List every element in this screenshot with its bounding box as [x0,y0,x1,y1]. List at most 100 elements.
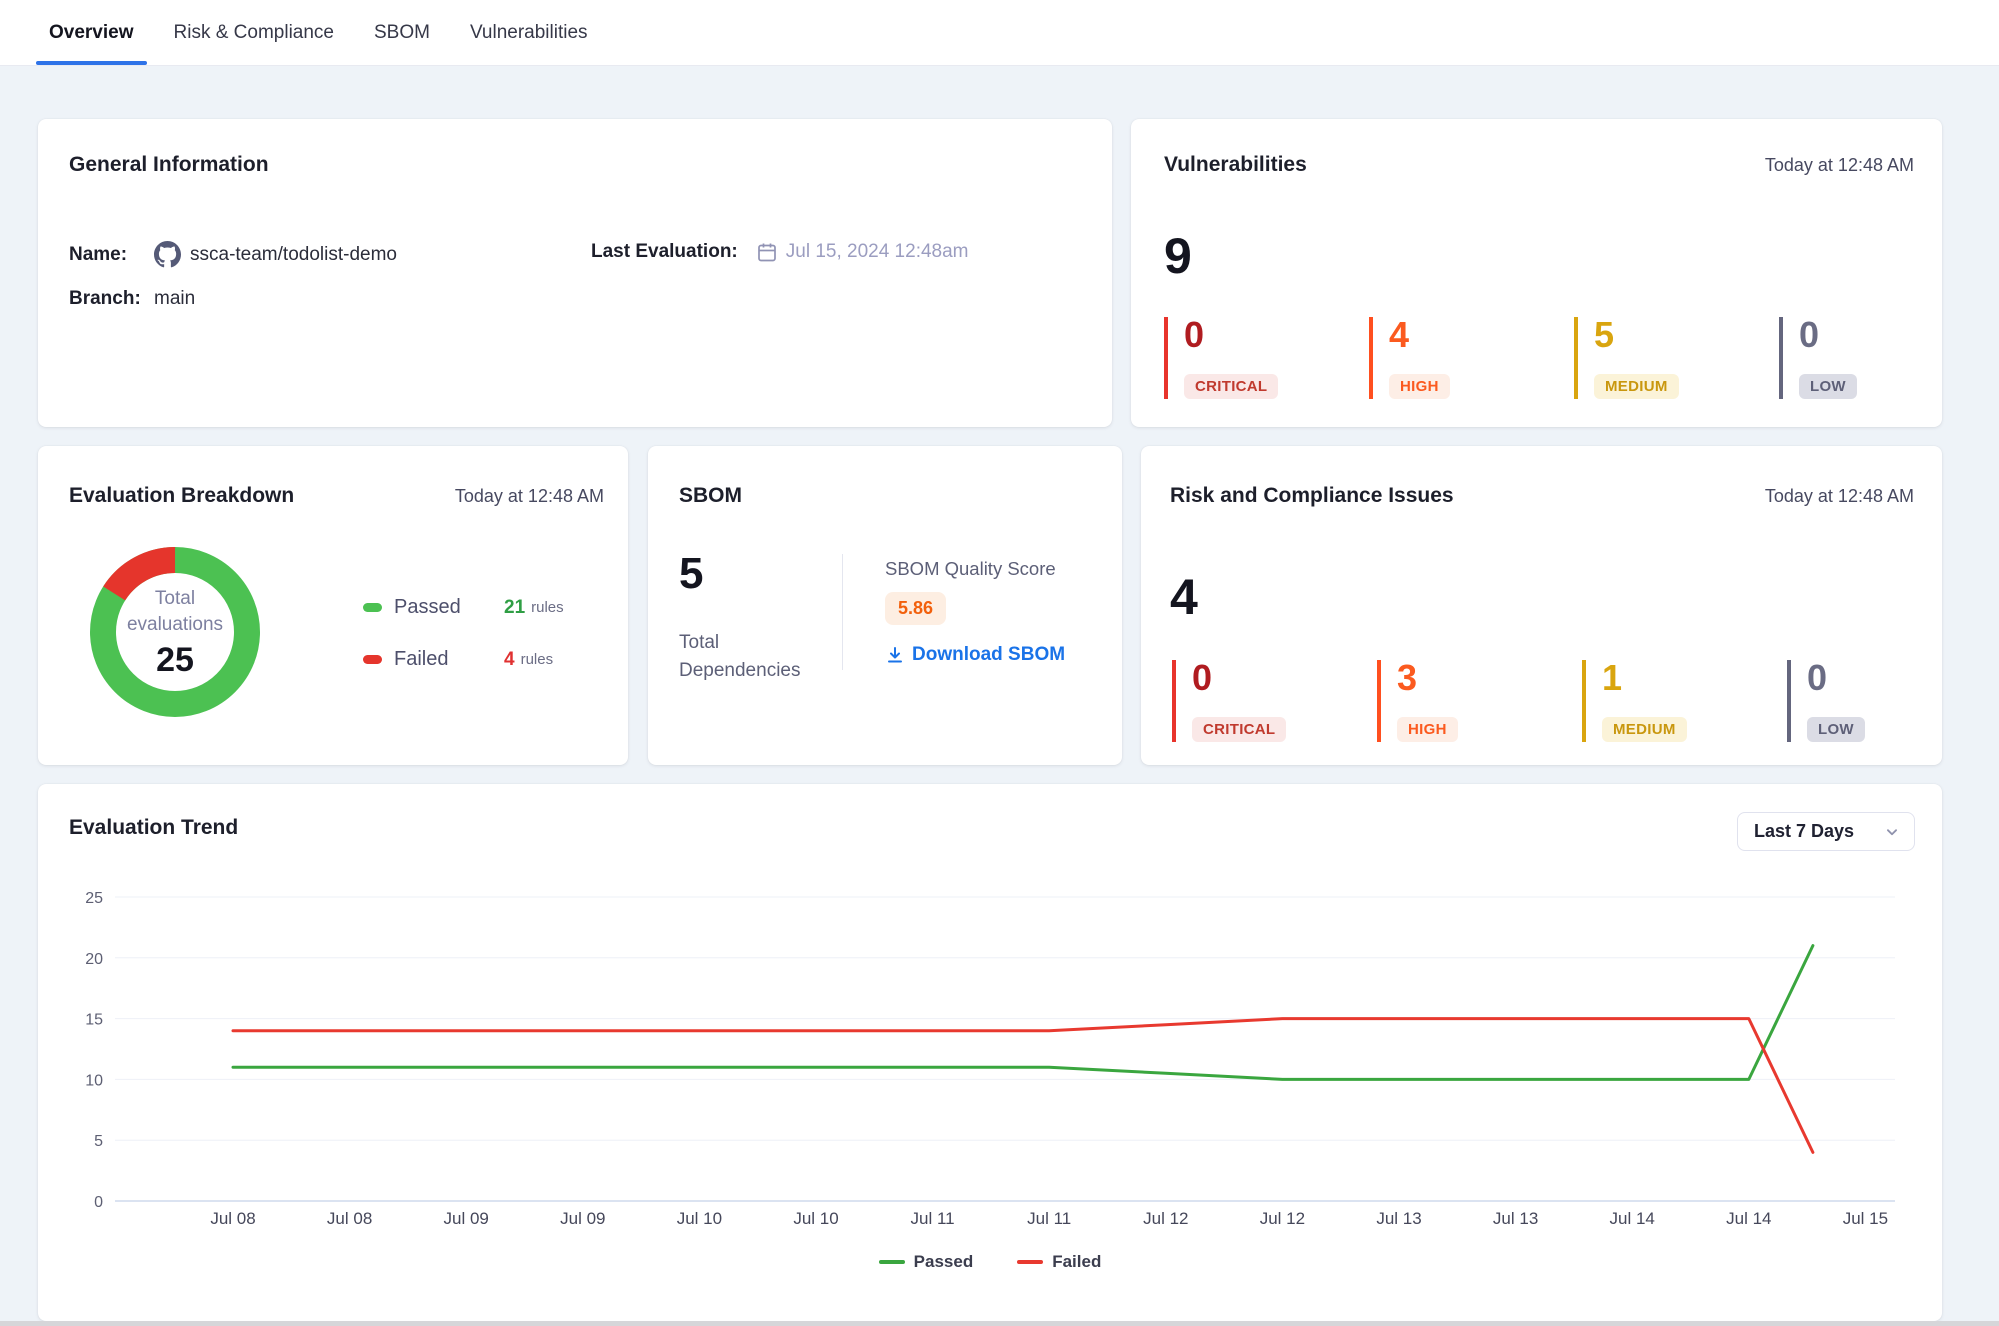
failed-legend-swatch [363,655,382,664]
y-tick-label: 10 [85,1072,103,1089]
name-label: Name: [69,244,154,266]
tab-vulnerabilities[interactable]: Vulnerabilities [457,0,601,65]
download-icon [885,645,905,665]
severity-tile-high: 4 HIGH [1369,317,1561,399]
y-tick-label: 15 [85,1012,103,1029]
x-tick-label: Jul 14 [1610,1209,1655,1228]
x-tick-label: Jul 15 [1843,1209,1888,1228]
severity-label-badge: LOW [1799,374,1857,399]
card-title: Evaluation Breakdown [69,484,294,508]
x-tick-label: Jul 12 [1260,1209,1305,1228]
card-general-information: General Information Name: ssca-team/todo… [38,119,1112,427]
trend-legend-failed: Failed [1017,1252,1101,1272]
legend-count: 21 [504,597,525,619]
card-timestamp: Today at 12:48 AM [455,486,604,507]
x-tick-label: Jul 11 [911,1209,955,1228]
x-tick-label: Jul 10 [677,1209,722,1228]
donut-center-label: Total evaluations 25 [75,586,275,680]
card-timestamp: Today at 12:48 AM [1765,486,1914,507]
calendar-icon [756,241,778,263]
severity-label-badge: LOW [1807,717,1865,742]
card-title: Risk and Compliance Issues [1170,484,1454,508]
tab-sbom[interactable]: SBOM [361,0,443,65]
severity-count: 0 [1184,317,1356,353]
total-dependencies-label-line2: Dependencies [679,660,800,682]
chevron-down-icon [1882,822,1902,842]
vulnerabilities-total: 9 [1164,231,1192,281]
severity-label-badge: HIGH [1389,374,1450,399]
last-evaluation-row: Last Evaluation: Jul 15, 2024 12:48am [591,241,969,263]
legend-item-failed: Failed 4 rules [363,648,564,671]
y-tick-label: 0 [94,1194,103,1211]
time-range-select[interactable]: Last 7 Days [1737,812,1915,851]
x-tick-label: Jul 10 [793,1209,838,1228]
download-sbom-label: Download SBOM [912,644,1065,666]
severity-count: 0 [1192,660,1364,696]
passed-line-swatch [879,1260,905,1264]
card-title: SBOM [679,484,742,508]
github-icon [154,241,181,268]
tab-overview[interactable]: Overview [36,0,147,65]
repo-name-value: ssca-team/todolist-demo [190,244,397,266]
card-title: Evaluation Trend [69,816,238,840]
card-title: Vulnerabilities [1164,153,1307,177]
risk-compliance-total: 4 [1170,572,1198,622]
y-tick-label: 20 [85,951,103,968]
branch-value: main [154,288,195,310]
total-dependencies-value: 5 [679,552,703,596]
trend-legend-label: Failed [1052,1252,1101,1272]
severity-tile-medium: 5 MEDIUM [1574,317,1766,399]
bottom-scrollbar-strip[interactable] [0,1321,1999,1326]
severity-count: 3 [1397,660,1569,696]
legend-count: 4 [504,649,515,671]
x-tick-label: Jul 12 [1143,1209,1188,1228]
download-sbom-link[interactable]: Download SBOM [885,644,1065,666]
legend-item-passed: Passed 21 rules [363,596,564,619]
last-evaluation-value: Jul 15, 2024 12:48am [786,241,969,263]
trend-chart-legend: Passed Failed [38,1252,1942,1272]
total-dependencies-label-line1: Total [679,632,719,654]
x-tick-label: Jul 08 [327,1209,372,1228]
breakdown-legend: Passed 21 rules Failed 4 rules [363,596,564,700]
last-evaluation-label: Last Evaluation: [591,241,738,263]
donut-center-line2: evaluations [75,612,275,638]
trend-line-failed [233,1019,1813,1153]
severity-tile-critical: 0 CRITICAL [1164,317,1356,399]
severity-row: 0 CRITICAL 3 HIGH 1 MEDIUM 0 LOW [1172,660,1992,742]
dashboard-page: Overview Risk & Compliance SBOM Vulnerab… [0,0,1999,1326]
card-evaluation-breakdown: Evaluation Breakdown Today at 12:48 AM T… [38,446,628,765]
y-tick-label: 25 [85,890,103,907]
severity-tile-high: 3 HIGH [1377,660,1569,742]
total-evaluations-value: 25 [75,641,275,680]
x-tick-label: Jul 09 [560,1209,605,1228]
severity-label-badge: MEDIUM [1594,374,1679,399]
donut-center-line1: Total [75,586,275,612]
severity-count: 4 [1389,317,1561,353]
x-tick-label: Jul 11 [1027,1209,1071,1228]
trend-line-passed [233,946,1813,1080]
card-timestamp: Today at 12:48 AM [1765,155,1914,176]
legend-label: Passed [394,596,504,619]
severity-count: 0 [1807,660,1979,696]
card-risk-compliance: Risk and Compliance Issues Today at 12:4… [1141,446,1942,765]
card-vulnerabilities: Vulnerabilities Today at 12:48 AM 9 0 CR… [1131,119,1942,427]
tab-risk-compliance[interactable]: Risk & Compliance [161,0,348,65]
branch-label: Branch: [69,288,154,310]
severity-label-badge: MEDIUM [1602,717,1687,742]
card-sbom: SBOM 5 Total Dependencies SBOM Quality S… [648,446,1122,765]
severity-count: 5 [1594,317,1766,353]
severity-tile-critical: 0 CRITICAL [1172,660,1364,742]
x-tick-label: Jul 09 [444,1209,489,1228]
severity-tile-low: 0 LOW [1787,660,1979,742]
y-tick-label: 5 [94,1133,103,1150]
severity-label-badge: CRITICAL [1184,374,1278,399]
failed-line-swatch [1017,1260,1043,1264]
x-tick-label: Jul 14 [1726,1209,1771,1228]
tab-bar: Overview Risk & Compliance SBOM Vulnerab… [0,0,1999,66]
time-range-value: Last 7 Days [1754,821,1854,842]
legend-unit: rules [531,599,564,616]
trend-line-chart: 0510152025Jul 08Jul 08Jul 09Jul 09Jul 10… [38,864,1942,1244]
legend-label: Failed [394,648,504,671]
passed-legend-swatch [363,603,382,612]
severity-tile-medium: 1 MEDIUM [1582,660,1774,742]
